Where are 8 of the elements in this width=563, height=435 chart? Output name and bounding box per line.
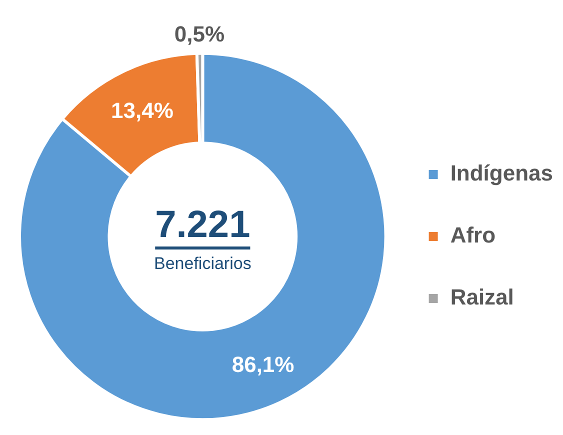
legend-label: Indígenas [450, 160, 554, 186]
data-label: 0,5% [174, 21, 225, 46]
legend-label: Afro [450, 222, 496, 248]
data-label: 13,4% [111, 98, 174, 124]
text: 7.221 [155, 204, 250, 246]
text: Beneficiarios [154, 254, 252, 274]
data-label: 86,1% [232, 352, 294, 377]
legend-label: Raizal [450, 284, 514, 310]
